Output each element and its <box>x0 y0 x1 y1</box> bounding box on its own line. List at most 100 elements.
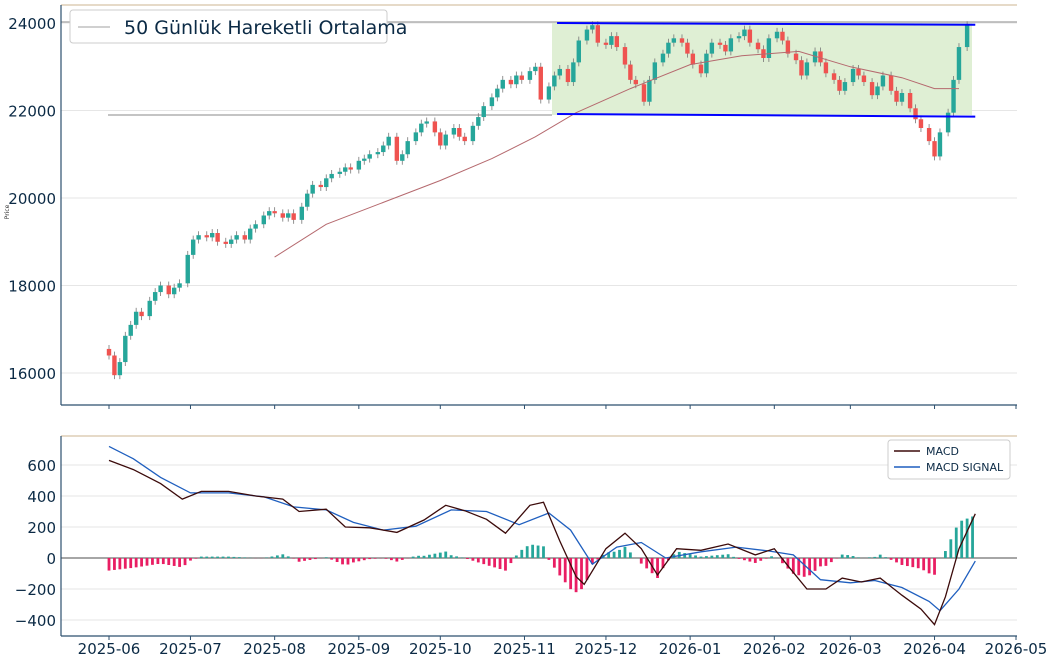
x-tick-label: 2025-08 <box>243 640 306 658</box>
candle-body <box>685 43 689 54</box>
x-tick-label: 2026-01 <box>659 640 722 658</box>
histogram-bar <box>917 558 920 568</box>
histogram-bar <box>444 552 447 558</box>
candle-body <box>805 62 809 75</box>
histogram-bar <box>156 558 159 564</box>
x-tick-label: 2025-11 <box>493 640 556 658</box>
histogram-bar <box>694 555 697 558</box>
candle-body <box>642 84 646 102</box>
histogram-bar <box>895 558 898 562</box>
histogram-bar <box>417 556 420 558</box>
histogram-bar <box>759 558 762 561</box>
histogram-bar <box>542 546 545 558</box>
histogram-bar <box>357 558 360 561</box>
histogram-bar <box>336 558 339 562</box>
candle-body <box>234 235 238 239</box>
candle-body <box>139 312 143 316</box>
candle-body <box>623 47 627 65</box>
histogram-bar <box>439 553 442 558</box>
histogram-bar <box>884 557 887 558</box>
candle-body <box>463 137 467 141</box>
candle-body <box>262 216 266 225</box>
histogram-bar <box>906 558 909 566</box>
x-tick-label: 2025-06 <box>78 640 141 658</box>
candle-body <box>129 325 133 336</box>
candle-body <box>281 213 285 217</box>
histogram-bar <box>385 558 388 559</box>
histogram-bar <box>966 519 969 558</box>
x-tick-label: 2025-12 <box>575 640 638 658</box>
candle-body <box>107 349 111 356</box>
candle-body <box>965 25 969 47</box>
candle-body <box>780 32 784 41</box>
histogram-bar <box>211 557 214 558</box>
candle-body <box>767 38 771 58</box>
price-y-tick-label: 16000 <box>8 365 56 383</box>
candle-body <box>267 211 271 215</box>
macd-y-tick-label: 600 <box>27 457 56 475</box>
candle-body <box>148 301 152 316</box>
candle-body <box>224 242 228 244</box>
histogram-bar <box>879 555 882 558</box>
histogram-bar <box>493 558 496 567</box>
histogram-bar <box>629 552 632 558</box>
histogram-bar <box>194 558 197 559</box>
candle-body <box>851 69 855 82</box>
histogram-bar <box>928 558 931 573</box>
candle-body <box>177 283 181 287</box>
candle-body <box>824 62 828 73</box>
histogram-bar <box>841 555 844 558</box>
candle-body <box>577 41 581 63</box>
candle-body <box>862 76 866 83</box>
histogram-bar <box>314 558 317 559</box>
candle-body <box>558 69 562 76</box>
candle-body <box>329 174 333 178</box>
histogram-bar <box>873 557 876 558</box>
candle-body <box>425 121 429 123</box>
candle-body <box>547 86 551 99</box>
candle-body <box>533 67 537 71</box>
candle-body <box>634 80 638 84</box>
histogram-bar <box>412 557 415 558</box>
histogram-bar <box>705 556 708 558</box>
histogram-bar <box>803 558 806 577</box>
histogram-bar <box>189 558 192 561</box>
candle-body <box>319 185 323 187</box>
candle-body <box>794 54 798 61</box>
candle-body <box>691 54 695 65</box>
candle-body <box>196 235 200 239</box>
candle-body <box>590 25 594 29</box>
ma-legend: 50 Günlük Hareketli Ortalama <box>70 10 407 43</box>
histogram-bar <box>526 546 529 558</box>
histogram-bar <box>944 551 947 558</box>
histogram-bar <box>548 558 551 560</box>
candle-body <box>376 152 380 154</box>
candle-body <box>186 255 190 283</box>
x-tick-label: 2026-05 <box>985 640 1048 658</box>
candle-body <box>737 36 741 38</box>
histogram-bar <box>227 557 230 558</box>
candle-body <box>870 82 874 95</box>
candle-body <box>395 137 399 161</box>
candle-body <box>742 30 746 37</box>
candle-body <box>387 137 391 146</box>
histogram-bar <box>727 554 730 558</box>
histogram-bar <box>580 558 583 589</box>
candle-body <box>528 71 532 80</box>
macd-y-tick-label: 0 <box>46 550 56 568</box>
candle-body <box>452 128 456 135</box>
histogram-bar <box>287 556 290 558</box>
histogram-bar <box>558 558 561 575</box>
histogram-bar <box>347 558 350 564</box>
histogram-bar <box>814 558 817 571</box>
histogram-bar <box>271 557 274 558</box>
histogram-bar <box>118 558 121 569</box>
price-y-tick-label: 20000 <box>8 190 56 208</box>
candle-body <box>894 91 898 102</box>
histogram-bar <box>716 555 719 558</box>
histogram-bar <box>825 558 828 566</box>
histogram-bar <box>700 557 703 558</box>
macd-y-tick-label: 400 <box>27 488 56 506</box>
candle-body <box>248 229 252 240</box>
histogram-bar <box>330 558 333 560</box>
